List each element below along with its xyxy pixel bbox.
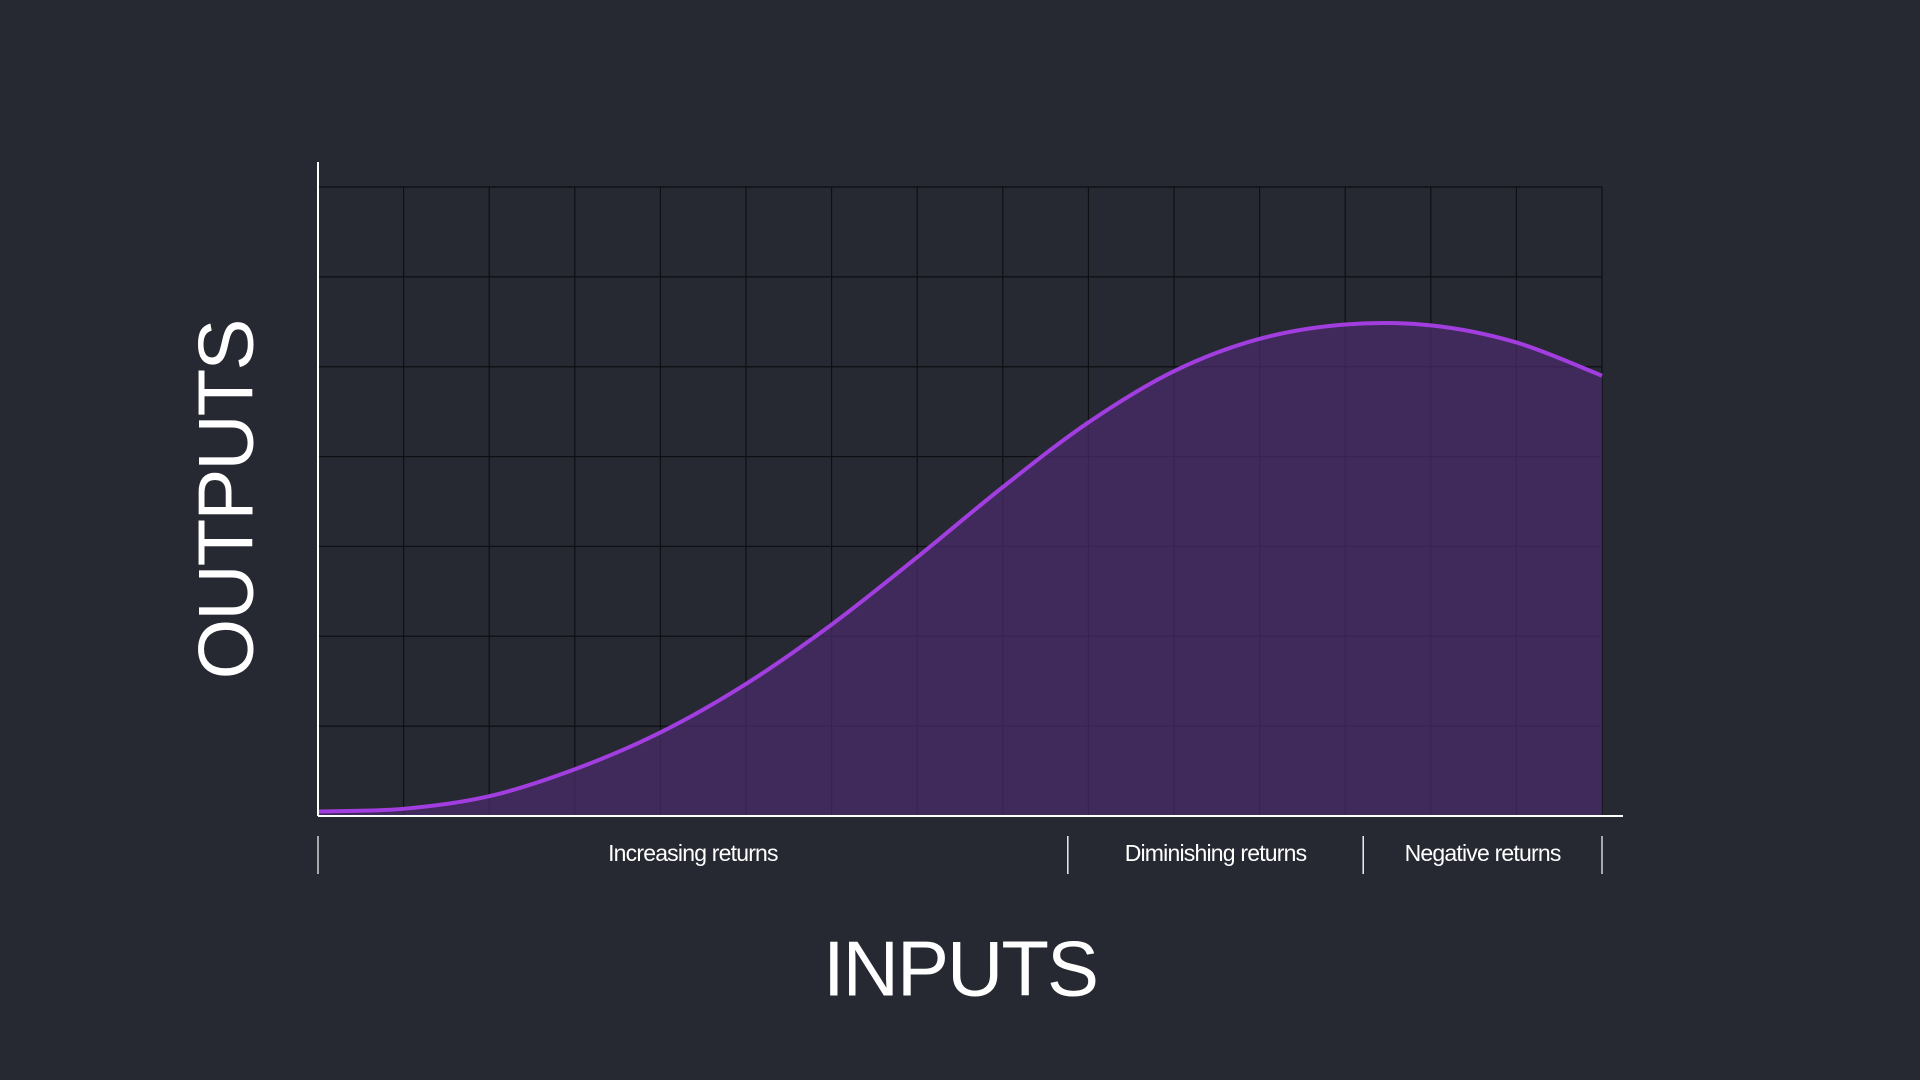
region-label: Negative returns [1405,840,1561,866]
area-fill [318,322,1602,816]
region-label: Increasing returns [608,840,778,866]
x-axis-label: INPUTS [823,925,1097,1013]
line [317,320,1603,814]
region-label: Diminishing returns [1125,840,1307,866]
y-axis-label: OUTPUTS [182,321,270,680]
